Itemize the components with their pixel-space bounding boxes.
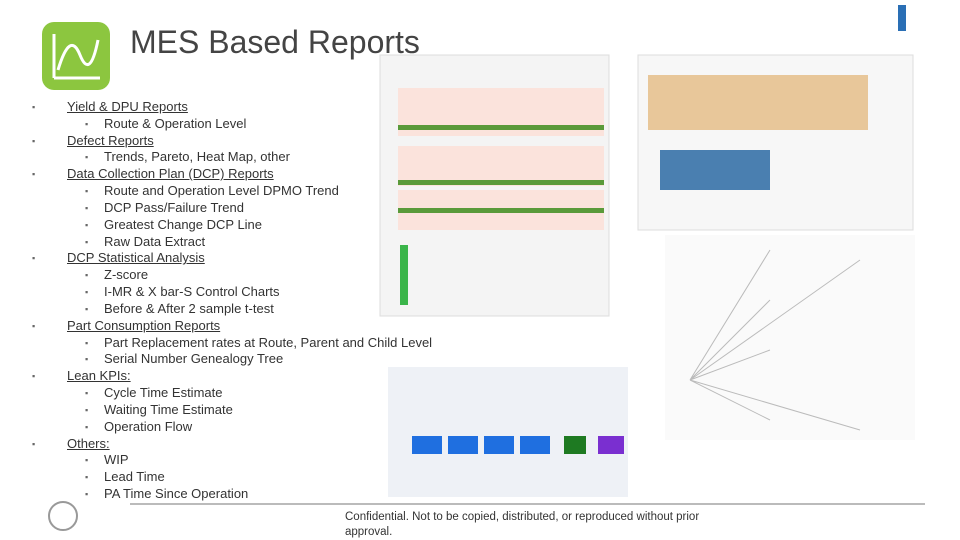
sub-bullet: ▪ — [85, 489, 89, 500]
section-title: Defect Reports — [67, 132, 154, 148]
sub-bullet: ▪ — [85, 421, 89, 432]
sub-bullet: ▪ — [85, 202, 89, 213]
sub-bullet: ▪ — [85, 354, 89, 365]
bullet: ▪ — [32, 253, 36, 264]
logo-mark — [898, 5, 906, 31]
sub-item: I-MR & X bar-S Control Charts — [104, 284, 280, 300]
footer: Confidential. Not to be copied, distribu… — [345, 511, 700, 538]
histogram — [400, 245, 408, 305]
section-title: Data Collection Plan (DCP) Reports — [67, 166, 274, 182]
tree-lines — [689, 249, 861, 431]
flow-node — [564, 436, 586, 454]
section-title: Yield & DPU Reports — [67, 99, 188, 114]
screenshot-flow — [388, 367, 628, 497]
sub-item: Raw Data Extract — [104, 233, 206, 249]
sub-item: Route and Operation Level DPMO Trend — [104, 183, 339, 199]
chart-points — [398, 208, 604, 213]
sub-bullet: ▪ — [85, 388, 89, 399]
sub-bullet: ▪ — [85, 152, 89, 163]
bar-area — [648, 75, 868, 130]
report-icon — [42, 22, 110, 90]
sub-item: Cycle Time Estimate — [104, 385, 223, 401]
bar-area — [660, 150, 770, 190]
flow-node — [520, 436, 550, 454]
icon-lines — [52, 34, 100, 80]
sub-bullet: ▪ — [85, 236, 89, 247]
sub-item: Z-score — [104, 267, 149, 283]
sub-item: Operation Flow — [104, 418, 193, 434]
sub-item: DCP Pass/Failure Trend — [104, 199, 244, 215]
screenshot-tree — [665, 235, 915, 440]
sub-bullet: ▪ — [85, 219, 89, 230]
chart-points — [398, 180, 604, 185]
bullet: ▪ — [32, 102, 36, 112]
section-title: Others: — [67, 435, 110, 451]
sub-bullet: ▪ — [85, 287, 89, 298]
slide-title: MES Based Reports — [130, 24, 420, 60]
bullet: ▪ — [32, 320, 36, 331]
sub-bullet: ▪ — [85, 337, 89, 348]
bullet: ▪ — [32, 169, 36, 180]
sub-item: Route & Operation Level — [104, 115, 247, 131]
bullet: ▪ — [32, 371, 36, 382]
sub-item: Serial Number Genealogy Tree — [104, 351, 284, 367]
sub-item: PA Time Since Operation — [104, 486, 249, 502]
flow-node — [484, 436, 514, 454]
sub-item: Before & After 2 sample t-test — [104, 300, 274, 316]
sub-item: Waiting Time Estimate — [104, 401, 233, 417]
sub-bullet: ▪ — [85, 404, 89, 415]
flow-node — [598, 436, 624, 454]
flow-node — [412, 436, 442, 454]
sub-bullet: ▪ — [85, 472, 89, 483]
sub-item: Part Replacement rates at Route, Parent … — [104, 334, 433, 350]
sub-item: Lead Time — [104, 469, 165, 485]
sub-bullet: ▪ — [85, 118, 89, 129]
chart-panel — [398, 146, 604, 186]
sub-bullet: ▪ — [85, 455, 89, 466]
section-title: Part Consumption Reports — [67, 317, 221, 333]
section-title: DCP Statistical Analysis — [67, 250, 205, 266]
flow-node — [448, 436, 478, 454]
sub-item: Greatest Change DCP Line — [104, 216, 263, 232]
bullet: ▪ — [32, 438, 36, 449]
sub-bullet: ▪ — [85, 186, 89, 197]
sub-bullet: ▪ — [85, 303, 89, 314]
chart-points — [398, 125, 604, 130]
bullet: ▪ — [32, 135, 36, 146]
sub-item: Trends, Pareto, Heat Map, other — [104, 149, 290, 165]
sub-item: WIP — [104, 452, 129, 468]
section-title: Lean KPIs: — [67, 368, 131, 384]
sub-bullet: ▪ — [85, 270, 89, 281]
ge-logo — [48, 501, 78, 531]
